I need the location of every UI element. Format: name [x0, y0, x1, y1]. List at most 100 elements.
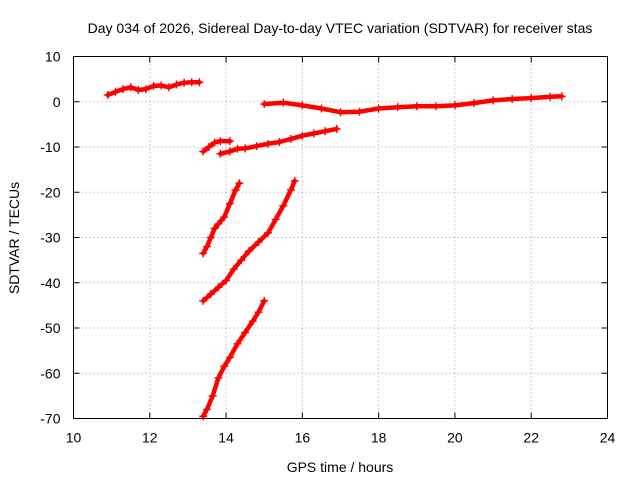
data-point — [199, 147, 208, 156]
data-point — [309, 129, 318, 138]
data-point — [336, 108, 345, 117]
data-point — [271, 215, 280, 224]
data-point — [210, 224, 219, 233]
y-tick-label: -50 — [40, 320, 60, 336]
data-point — [220, 213, 229, 222]
data-point — [254, 238, 263, 247]
chart-title: Day 034 of 2026, Sidereal Day-to-day VTE… — [88, 20, 593, 36]
y-axis-title: SDTVAR / TECUs — [6, 182, 22, 294]
data-point — [203, 242, 211, 251]
data-point — [199, 412, 208, 421]
data-point — [332, 124, 341, 133]
data-point — [248, 317, 257, 326]
data-point — [235, 179, 244, 188]
x-tick-label: 10 — [66, 430, 82, 446]
data-point — [222, 276, 231, 285]
x-tick-label: 24 — [600, 430, 616, 446]
data-point — [450, 101, 459, 110]
data-point — [241, 328, 250, 337]
data-point — [374, 104, 383, 113]
data-point — [279, 98, 288, 107]
data-point — [431, 102, 440, 111]
data-point — [216, 137, 225, 146]
data-point — [206, 233, 215, 242]
series-trace — [261, 94, 564, 115]
data-point — [508, 95, 517, 104]
x-tick-label: 12 — [142, 430, 158, 446]
data-point — [241, 144, 250, 153]
data-point — [157, 81, 166, 90]
data-point — [321, 127, 330, 136]
data-point — [229, 265, 238, 274]
tick-layer: 10 12 14 16 18 20 22 24 10 0 -10 -20 -30 -40 -50 -60 -70 — [40, 49, 615, 446]
data-point — [111, 87, 120, 96]
series-arc-7 — [199, 296, 269, 421]
data-point — [237, 256, 246, 265]
data-point — [214, 373, 223, 382]
data-point — [260, 100, 269, 109]
data-point — [290, 176, 299, 185]
data-point — [225, 147, 234, 156]
data-point — [195, 78, 204, 87]
data-point — [119, 85, 128, 94]
data-point — [298, 131, 307, 140]
series-arc-1 — [103, 78, 204, 99]
data-point — [199, 296, 208, 305]
data-point — [286, 185, 295, 194]
data-point — [275, 138, 284, 147]
data-point — [225, 199, 234, 208]
data-point — [264, 228, 273, 237]
data-point — [134, 85, 143, 94]
series-arc-5 — [199, 179, 244, 258]
y-tick-label: -40 — [40, 275, 60, 291]
grid-layer — [73, 56, 608, 419]
data-point — [489, 96, 498, 105]
x-tick-label: 22 — [523, 430, 539, 446]
data-point — [204, 143, 213, 151]
data-point — [317, 104, 326, 113]
data-point — [546, 92, 555, 101]
x-tick-label: 16 — [295, 430, 311, 446]
data-point — [412, 102, 421, 111]
data-point — [187, 78, 196, 87]
data-point — [279, 201, 288, 210]
series-layer — [103, 78, 566, 421]
data-point — [254, 308, 263, 317]
data-point — [172, 80, 181, 89]
data-point — [233, 339, 242, 348]
data-point — [393, 103, 402, 112]
data-point — [225, 353, 234, 362]
data-point — [206, 290, 215, 299]
data-point — [252, 142, 261, 151]
data-point — [180, 78, 189, 87]
data-point — [298, 101, 307, 110]
data-point — [214, 219, 223, 228]
data-point — [141, 85, 150, 94]
data-point — [470, 99, 478, 108]
data-point — [214, 283, 223, 292]
data-point — [210, 138, 219, 147]
y-tick-label: 0 — [53, 94, 61, 110]
x-axis-title: GPS time / hours — [287, 459, 394, 475]
y-tick-label: -70 — [40, 411, 60, 427]
x-tick-label: 20 — [447, 430, 463, 446]
data-point — [286, 134, 295, 143]
y-tick-label: -60 — [40, 365, 60, 381]
data-point — [233, 144, 242, 153]
data-point — [231, 185, 240, 194]
data-point — [264, 139, 273, 148]
data-point — [260, 296, 269, 305]
x-tick-label: 18 — [371, 430, 387, 446]
data-point — [557, 92, 566, 101]
series-trace — [200, 180, 242, 256]
y-tick-label: -30 — [40, 230, 60, 246]
data-point — [164, 83, 173, 92]
y-tick-label: -10 — [40, 139, 60, 155]
series-arc-6 — [199, 176, 299, 305]
data-point — [244, 247, 253, 256]
data-point — [225, 137, 234, 146]
series-arc-2 — [260, 92, 566, 117]
x-tick-label: 14 — [218, 430, 234, 446]
series-trace — [200, 178, 297, 304]
